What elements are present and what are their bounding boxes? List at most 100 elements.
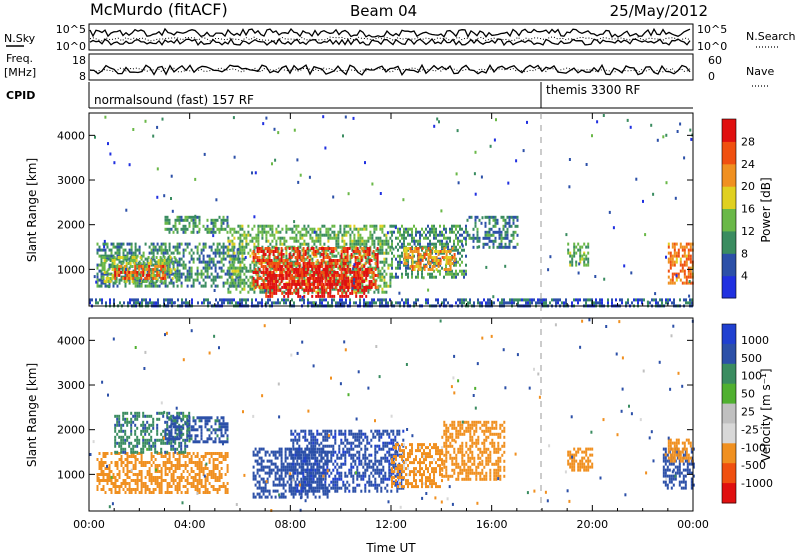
- heatmap-cell: [463, 236, 465, 240]
- heatmap-cell: [431, 275, 433, 279]
- heatmap-cell: [359, 233, 362, 237]
- heatmap-cell: [312, 262, 315, 265]
- heatmap-cell: [336, 283, 339, 286]
- heatmap-cell: [359, 301, 361, 305]
- heatmap-cell: [283, 236, 286, 240]
- heatmap-cell: [417, 253, 420, 256]
- heatmap-cell: [681, 281, 684, 285]
- heatmap-cell: [122, 411, 125, 415]
- heatmap-cell: [241, 278, 244, 282]
- heatmap-cell: [307, 251, 310, 255]
- heatmap-cell: [243, 287, 246, 291]
- heatmap-cell: [341, 233, 344, 237]
- heatmap-cell: [589, 298, 591, 302]
- heatmap-cell: [683, 251, 686, 255]
- heatmap-cell: [224, 257, 227, 261]
- heatmap-cell: [148, 423, 151, 427]
- heatmap-cell: [482, 242, 485, 246]
- heatmap-cell: [299, 245, 302, 249]
- heatmap-cell: [363, 254, 366, 258]
- heatmap-cell: [158, 482, 161, 485]
- heatmap-cell: [279, 273, 282, 277]
- heatmap-cell: [279, 236, 282, 240]
- heatmap-cell: [150, 482, 153, 485]
- heatmap-cell: [148, 467, 151, 470]
- heatmap-cell: [309, 269, 312, 273]
- heatmap-cell: [353, 236, 356, 240]
- heatmap-cell: [138, 284, 141, 288]
- heatmap-cell: [326, 268, 329, 271]
- heatmap-cell: [96, 266, 99, 270]
- heatmap-cell: [379, 278, 382, 282]
- heatmap-cell: [336, 259, 339, 262]
- heatmap-cell: [265, 224, 268, 228]
- heatmap-cell: [261, 290, 264, 294]
- heatmap-cell: [288, 283, 291, 286]
- heatmap-cell: [508, 224, 511, 228]
- heatmap-cell: [303, 224, 306, 228]
- heatmap-cell: [134, 417, 137, 421]
- heatmap-cell: [210, 470, 213, 473]
- heatmap-cell: [373, 242, 376, 246]
- heatmap-cell: [319, 230, 322, 234]
- heatmap-cell: [285, 224, 288, 228]
- heatmap-cell: [265, 230, 268, 234]
- heatmap-cell: [482, 245, 485, 249]
- heatmap-cell: [379, 275, 382, 279]
- heatmap-cell: [256, 277, 259, 280]
- heatmap-cell: [148, 251, 151, 255]
- heatmap-cell: [261, 227, 264, 231]
- heatmap-cell: [243, 272, 246, 276]
- heatmap-cell: [144, 426, 147, 430]
- heatmap-cell: [315, 272, 318, 276]
- heatmap-cell: [451, 227, 453, 231]
- heatmap-cell: [160, 438, 163, 442]
- cpid-mode-2: themis 3300 RF: [546, 83, 640, 97]
- heatmap-cell: [152, 491, 155, 494]
- heatmap-cell: [413, 265, 416, 268]
- heatmap-cell: [105, 271, 108, 274]
- heatmap-cell: [417, 239, 419, 243]
- heatmap-cell: [182, 476, 185, 479]
- heatmap-cell: [184, 230, 187, 234]
- heatmap-cell: [468, 233, 471, 237]
- heatmap-cell: [291, 267, 294, 271]
- heatmap-cell: [128, 420, 131, 424]
- heatmap-cell: [417, 275, 419, 279]
- heatmap-cell: [259, 287, 262, 291]
- heatmap-cell: [373, 254, 376, 258]
- heatmap-cell: [200, 272, 203, 276]
- heatmap-cell: [455, 227, 457, 231]
- heatmap-cell: [120, 266, 123, 270]
- heatmap-cell: [377, 248, 380, 252]
- heatmap-cell: [506, 230, 509, 234]
- heatmap-cell: [367, 260, 370, 264]
- heatmap-cell: [283, 263, 286, 267]
- heatmap-cell: [118, 248, 121, 252]
- heatmap-cell: [355, 227, 358, 231]
- heatmap-cell: [439, 259, 442, 262]
- heatmap-cell: [124, 270, 127, 274]
- heatmap-cell: [134, 479, 137, 482]
- heatmap-cell: [116, 270, 119, 274]
- heatmap-cell: [180, 275, 183, 279]
- heatmap-cell: [335, 264, 338, 268]
- heatmap-cell: [112, 242, 115, 246]
- heatmap-cell: [683, 272, 686, 276]
- heatmap-cell: [149, 298, 151, 302]
- heatmap-cell: [334, 271, 337, 274]
- heatmap-cell: [492, 245, 495, 249]
- heatmap-cell: [152, 479, 155, 482]
- heatmap-cell: [335, 273, 338, 277]
- heatmap-cell: [309, 236, 312, 240]
- heatmap-cell: [366, 268, 369, 271]
- heatmap-cell: [478, 236, 481, 240]
- heatmap-cell: [318, 247, 321, 250]
- heatmap-cell: [104, 467, 107, 470]
- heatmap-cell: [381, 242, 384, 246]
- heatmap-cell: [286, 265, 289, 268]
- heatmap-cell: [541, 301, 543, 305]
- heatmap-cell: [291, 298, 293, 302]
- heatmap-cell: [514, 230, 517, 234]
- heatmap-cell: [184, 491, 187, 494]
